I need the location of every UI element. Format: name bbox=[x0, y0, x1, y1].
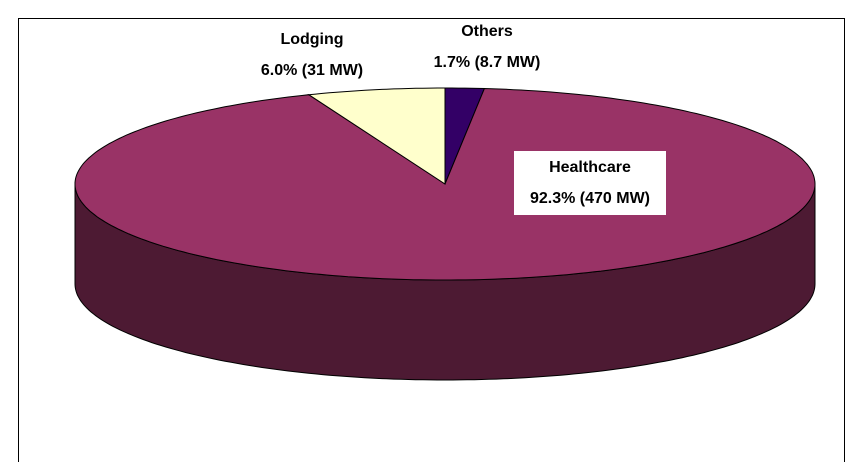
slice-value-label: 92.3% (470 MW) bbox=[530, 190, 650, 207]
slice-value-label: 6.0% (31 MW) bbox=[261, 62, 363, 79]
slice-label: Lodging bbox=[280, 31, 343, 48]
slice-label: Others bbox=[461, 23, 513, 40]
slice-label: Healthcare bbox=[549, 159, 631, 176]
slice-value-label: 1.7% (8.7 MW) bbox=[434, 54, 541, 71]
label-background bbox=[514, 151, 666, 215]
slice bbox=[307, 87, 446, 185]
